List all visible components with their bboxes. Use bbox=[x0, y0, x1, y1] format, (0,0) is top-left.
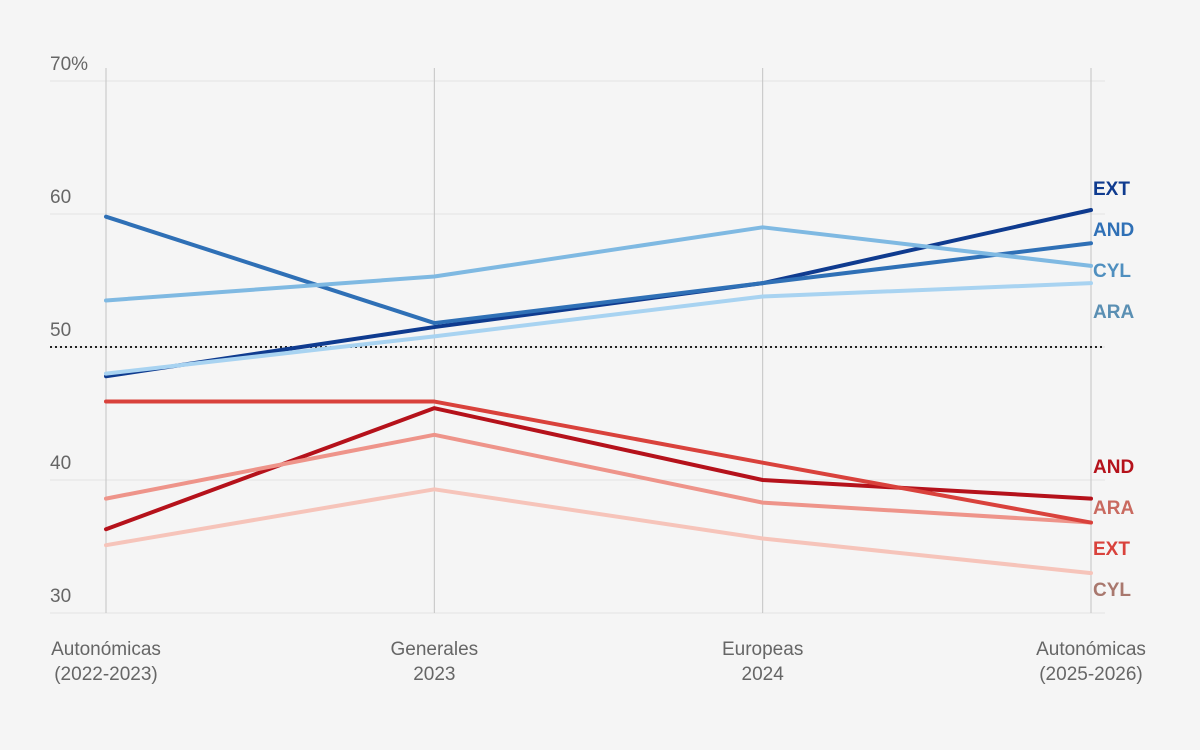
series-label: AND bbox=[1093, 220, 1134, 241]
x-tick-label: 2023 bbox=[413, 664, 455, 685]
series-label: CYL bbox=[1093, 261, 1131, 282]
y-tick-label: 60 bbox=[50, 187, 71, 208]
series-label: CYL bbox=[1093, 580, 1131, 601]
x-tick-label: Autonómicas bbox=[51, 639, 161, 660]
series-line bbox=[104, 214, 1093, 326]
series-line bbox=[104, 225, 1093, 303]
x-tick-label: (2025-2026) bbox=[1039, 664, 1143, 685]
series-label: AND bbox=[1093, 457, 1134, 478]
series-line bbox=[104, 487, 1093, 576]
x-tick-label: Autonómicas bbox=[1036, 639, 1146, 660]
x-tick-label: Europeas bbox=[722, 639, 803, 660]
y-tick-label: 70% bbox=[50, 54, 88, 75]
series-label: EXT bbox=[1093, 179, 1130, 200]
series-line bbox=[104, 432, 1093, 525]
y-tick-label: 30 bbox=[50, 586, 71, 607]
y-tick-label: 50 bbox=[50, 320, 71, 341]
series-line bbox=[104, 208, 1093, 379]
y-tick-label: 40 bbox=[50, 453, 71, 474]
x-tick-label: (2022-2023) bbox=[54, 664, 158, 685]
x-tick-label: Generales bbox=[390, 639, 478, 660]
series-label: ARA bbox=[1093, 302, 1134, 323]
series-line bbox=[104, 399, 1093, 525]
series-label: EXT bbox=[1093, 539, 1130, 560]
series-line bbox=[104, 281, 1093, 376]
x-tick-label: 2024 bbox=[742, 664, 785, 685]
series-label: ARA bbox=[1093, 498, 1134, 519]
